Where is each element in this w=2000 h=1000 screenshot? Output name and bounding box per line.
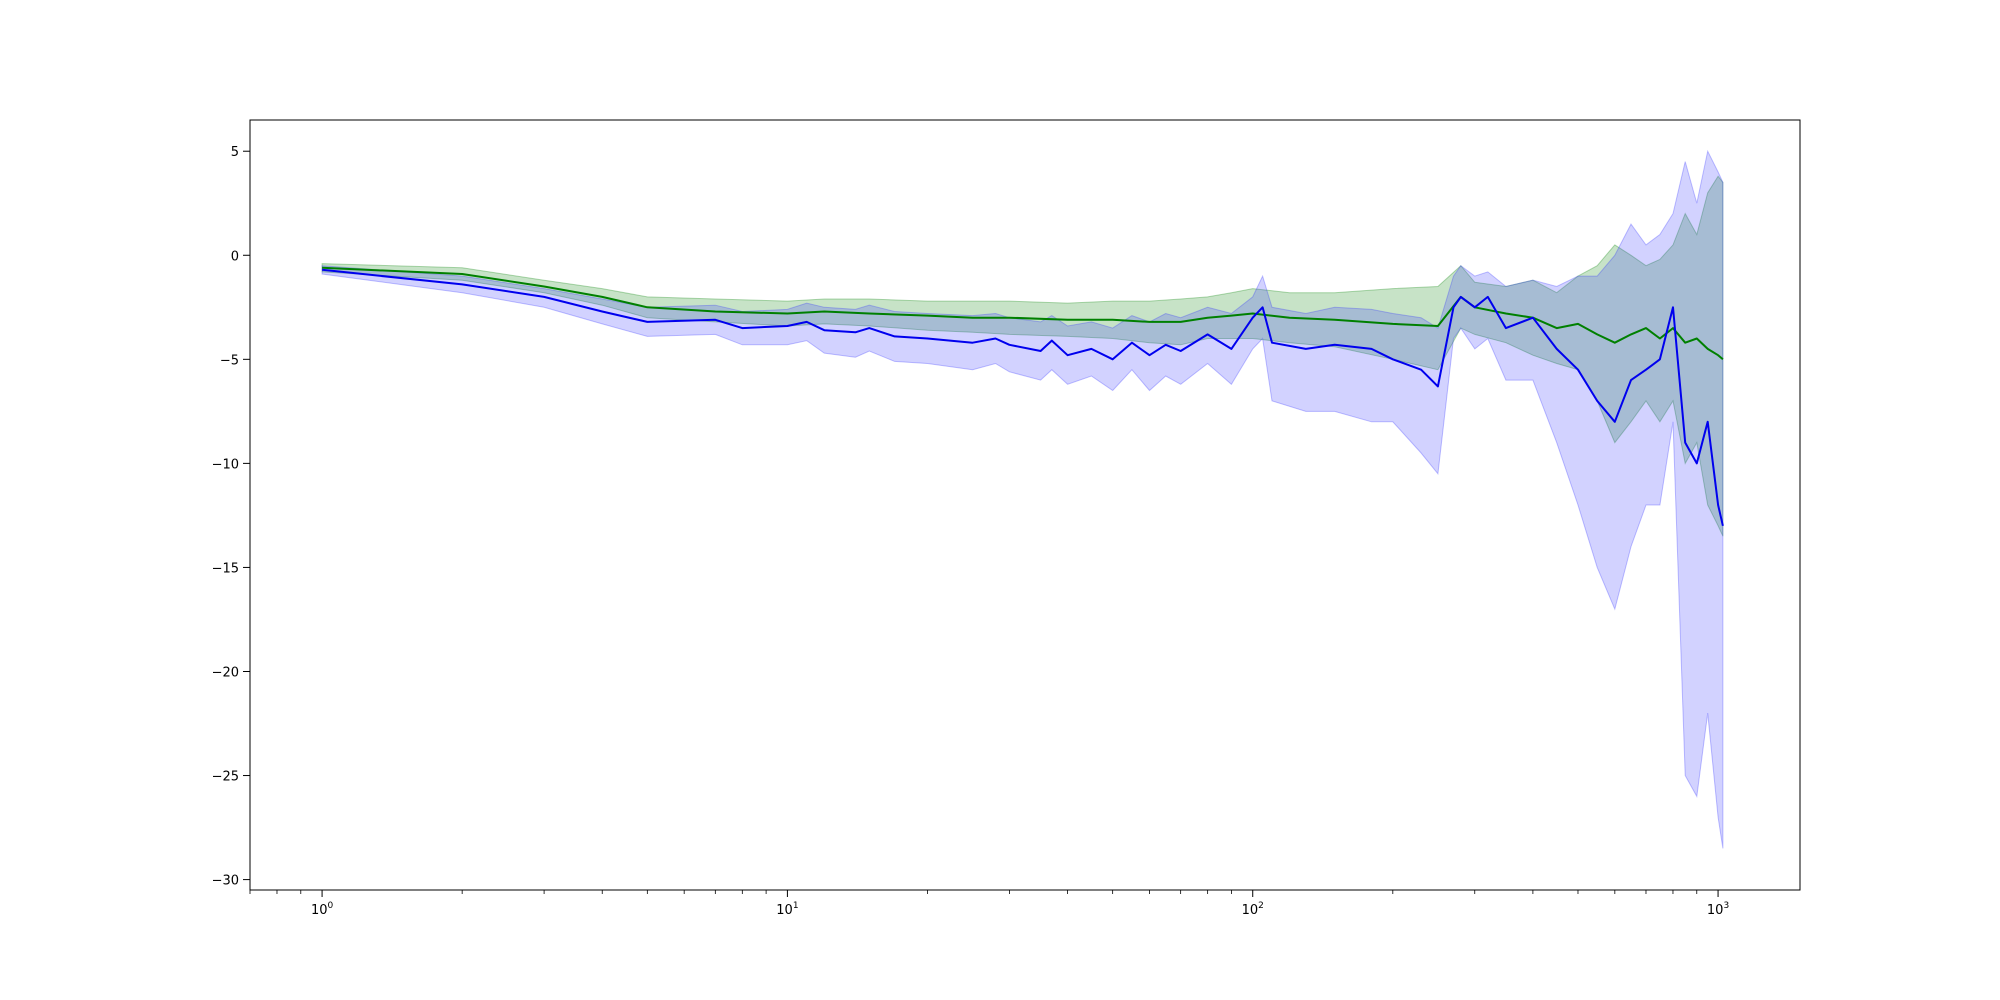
x-tick-label: 103 bbox=[1707, 901, 1729, 918]
x-tick-label: 100 bbox=[311, 901, 334, 918]
y-tick-label: −15 bbox=[212, 561, 239, 576]
y-tick-label: 0 bbox=[231, 249, 239, 264]
plot-frame bbox=[249, 119, 1801, 891]
y-tick-label: −25 bbox=[212, 770, 239, 785]
confidence-bands bbox=[321, 149, 1724, 849]
axes: 100 101 102 103 5 0 −5 −10 −15 −20 −25 −30 bbox=[212, 145, 1730, 918]
series-lines bbox=[321, 266, 1724, 527]
y-tick-label: −5 bbox=[220, 353, 239, 368]
line-series-1 bbox=[322, 266, 1724, 361]
y-tick-label: −20 bbox=[212, 665, 239, 680]
band-series-2 bbox=[321, 149, 1724, 849]
x-tick-label: 102 bbox=[1242, 901, 1264, 918]
y-tick-label: −10 bbox=[212, 457, 239, 472]
line-series-2 bbox=[321, 268, 1724, 527]
y-tick-label: −30 bbox=[212, 874, 239, 889]
band-series-1 bbox=[321, 175, 1724, 537]
y-tick-label: 5 bbox=[231, 145, 239, 160]
x-tick-label: 101 bbox=[776, 901, 798, 918]
